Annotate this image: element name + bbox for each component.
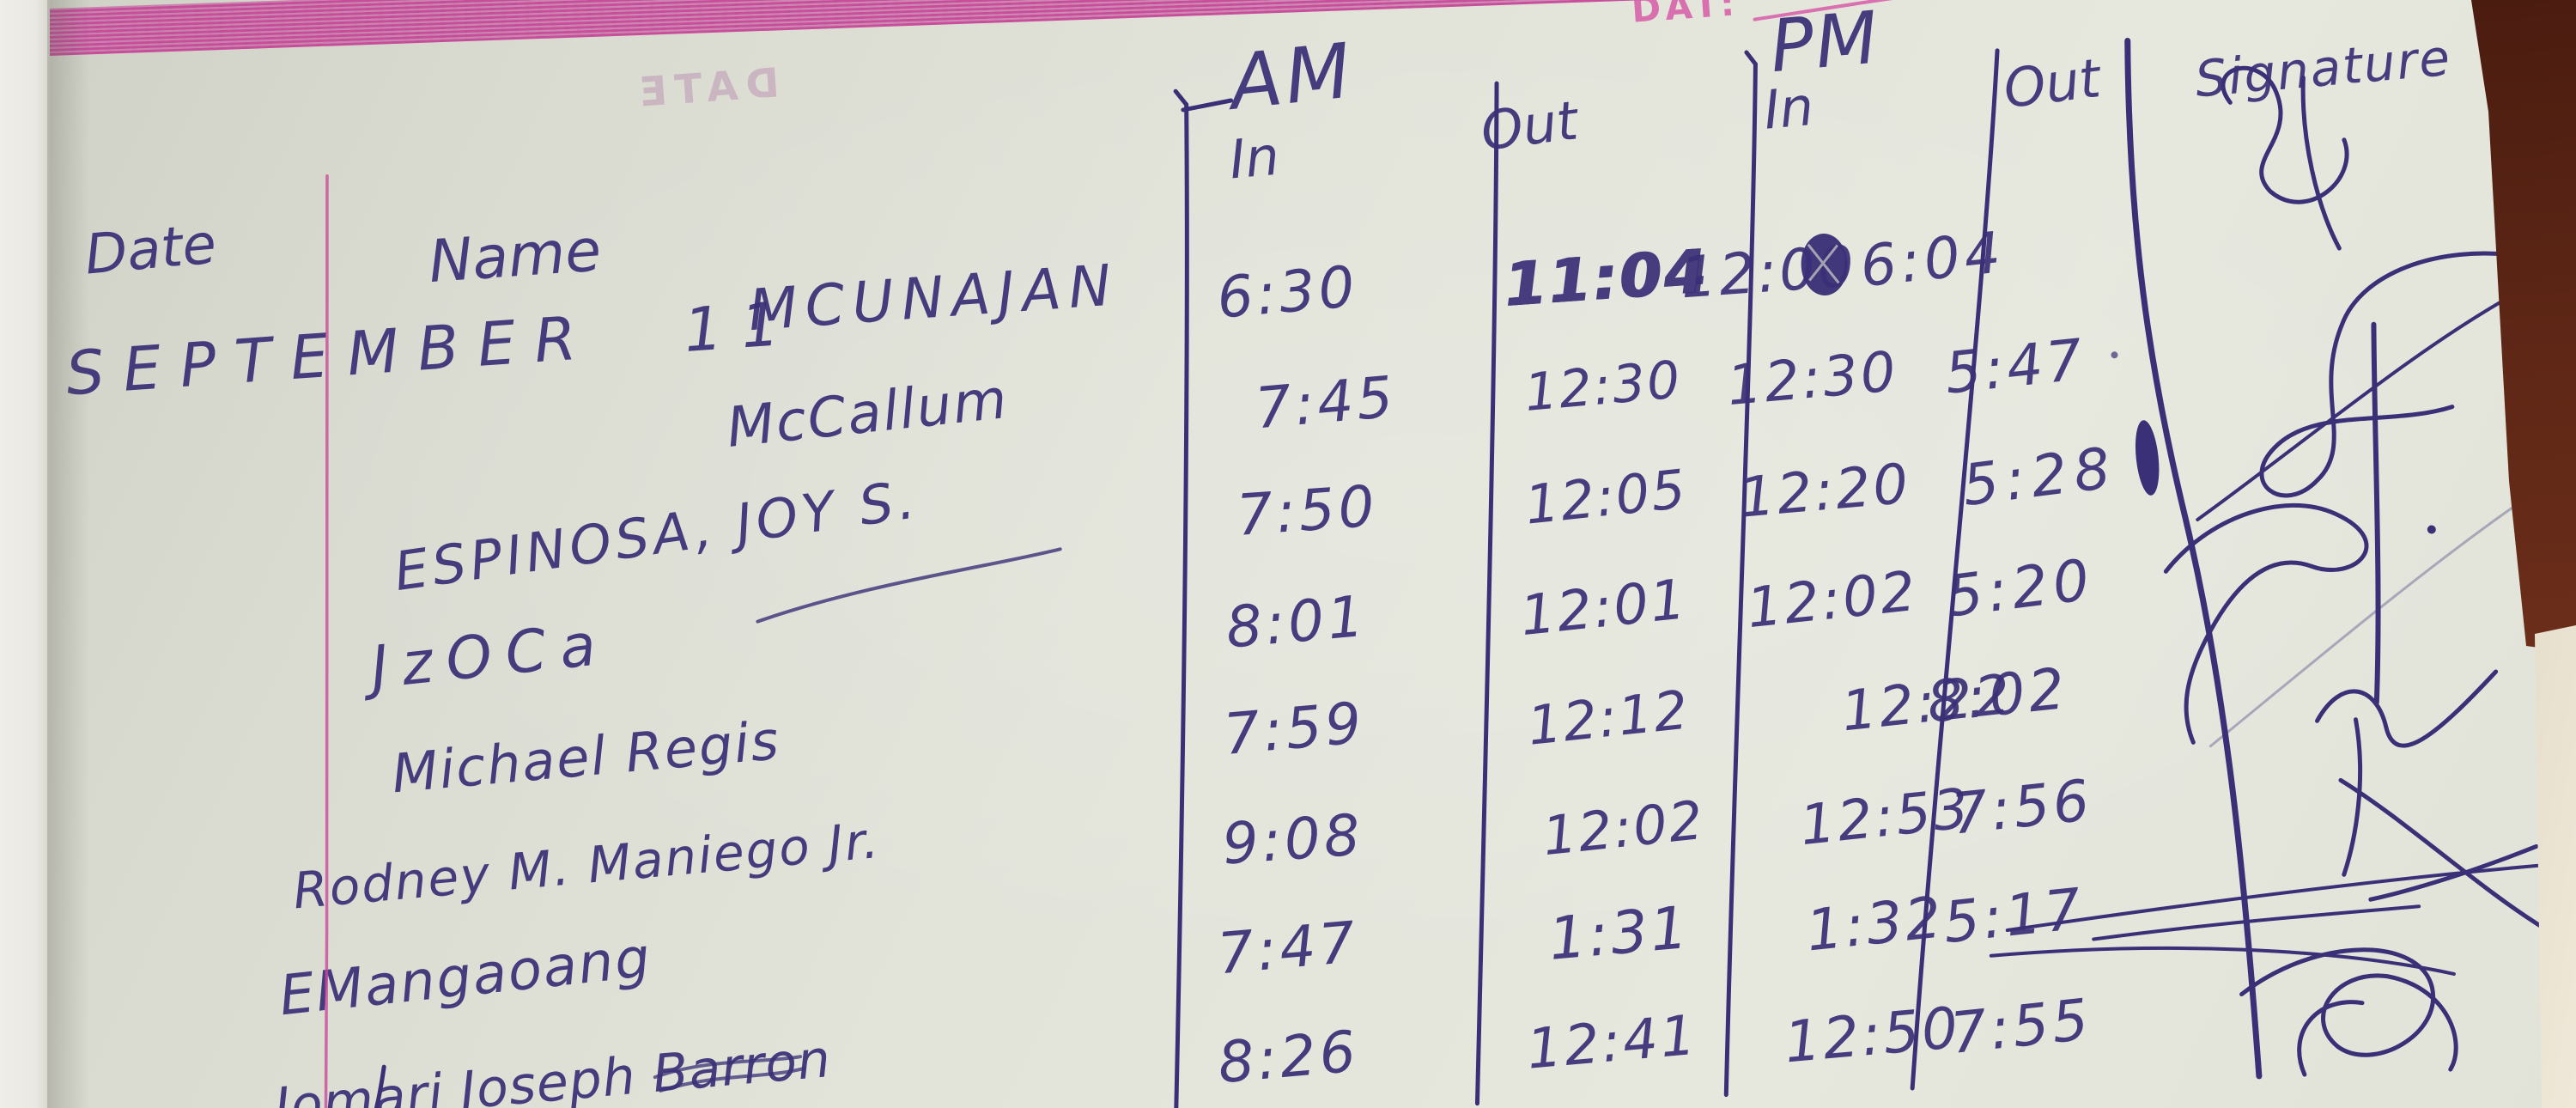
signature-scribble [2315, 669, 2499, 748]
name-correction-scribble [653, 1055, 805, 1093]
ink-blob-on-line [2135, 420, 2160, 496]
signature-scribble [2196, 290, 2519, 522]
spine-shadow [47, 0, 90, 1108]
ink-dot [2111, 351, 2118, 359]
book-page-edge [0, 0, 50, 1108]
am-underline-dash [1181, 98, 1234, 113]
column-line-amin-amout [1474, 81, 1499, 1106]
signature-scribble [2239, 947, 2458, 1077]
stray-pen-stroke [364, 1064, 386, 1108]
column-line-signature [2124, 38, 2263, 1080]
signature-strikethrough-lines [1989, 863, 2547, 976]
underlying-page-edge [2535, 625, 2576, 1108]
margin-line [324, 174, 330, 1108]
signature-scribble [2338, 717, 2546, 930]
ink-blot-cross [1807, 243, 1840, 284]
signature-scribble [2371, 321, 2381, 705]
name-flourish [756, 547, 1062, 624]
column-line-pmin-pmout [1910, 48, 2000, 1091]
column-line-tick [1744, 50, 1758, 67]
column-line-amout-pmin [1723, 62, 1758, 1098]
column-line-tick [1173, 88, 1189, 107]
ink-dot [2427, 525, 2436, 534]
column-line-name-amin [1174, 102, 1189, 1108]
faint-pen-stroke [2208, 492, 2533, 748]
printed-date-blank-line [1753, 0, 1968, 21]
signature-scribble [2221, 65, 2349, 251]
signature-scribble [2163, 502, 2369, 745]
